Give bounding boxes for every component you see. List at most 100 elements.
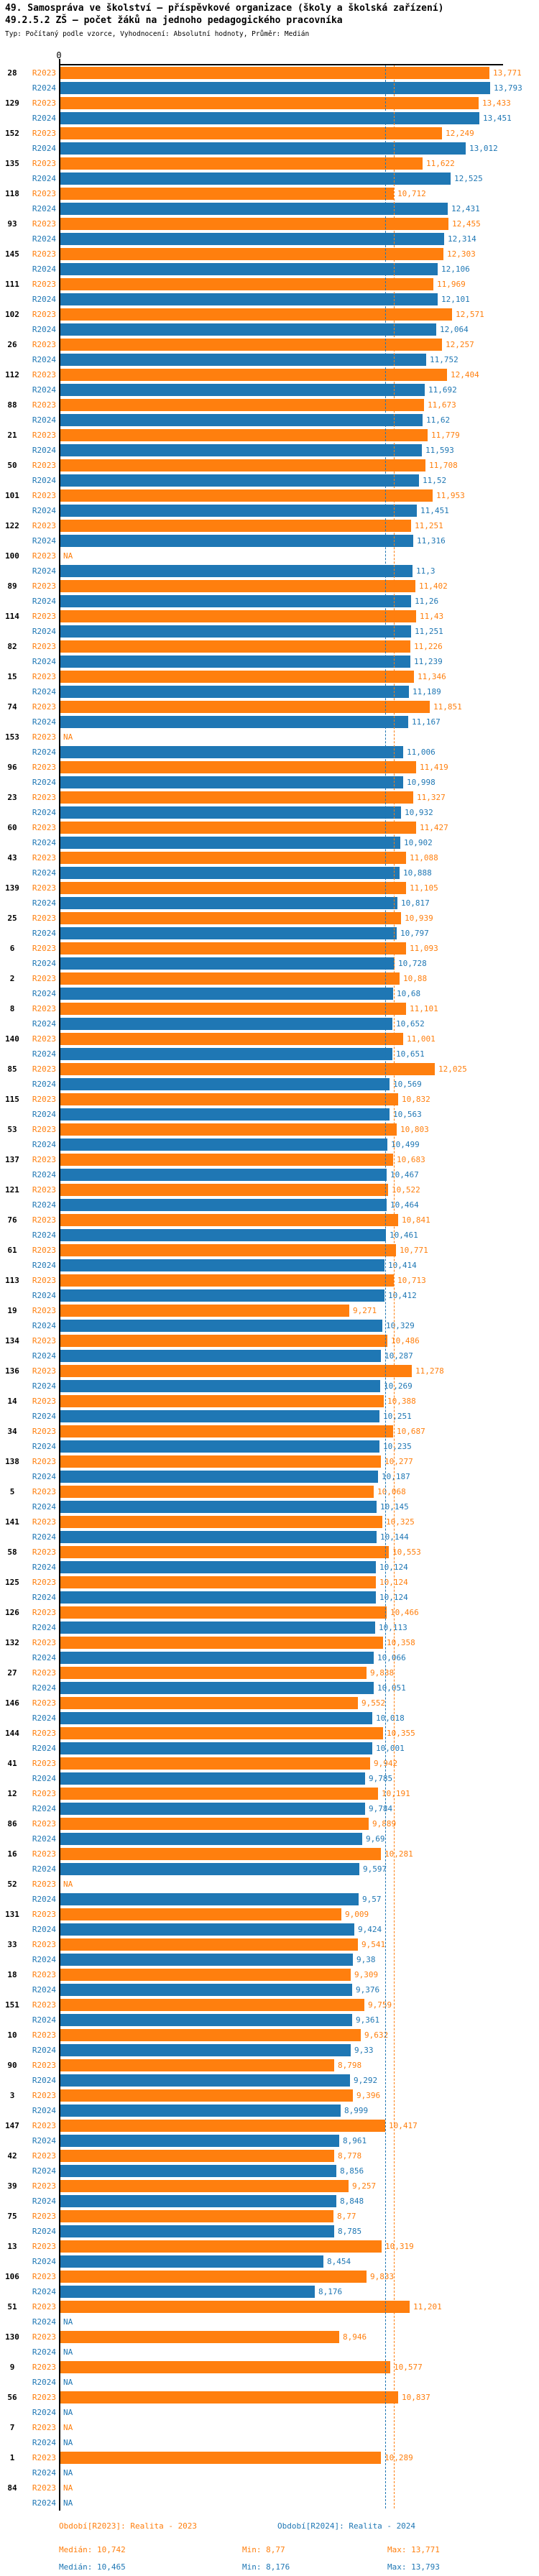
series-label-r2024: R2024	[32, 2317, 56, 2327]
value-label-r2023: NA	[63, 1880, 73, 1889]
value-label-r2024: 9,38	[356, 1955, 376, 1964]
bar-r2024	[60, 595, 411, 607]
value-label-r2023: 9,889	[372, 1819, 397, 1828]
category-label: 84	[7, 2483, 17, 2493]
value-label-r2023: 12,404	[451, 370, 479, 380]
value-label-r2023: 10,325	[386, 1517, 415, 1527]
series-label-r2024: R2024	[32, 1744, 56, 1753]
bar-r2023	[60, 2180, 349, 2192]
value-label-r2023: 12,455	[452, 219, 481, 229]
category-label: 122	[5, 521, 19, 530]
value-label-r2023: 11,708	[429, 461, 458, 470]
category-label: 140	[5, 1034, 19, 1044]
value-label-r2023: 10,388	[387, 1397, 416, 1406]
category-label: 15	[7, 672, 17, 681]
category-label: 16	[7, 1849, 17, 1859]
category-label: 132	[5, 1638, 19, 1647]
bar-r2024	[60, 2135, 339, 2147]
series-label-r2024: R2024	[32, 2438, 56, 2447]
x-axis-zero-label: 0	[56, 50, 62, 60]
bar-r2023	[60, 610, 416, 622]
series-label-r2023: R2023	[32, 1276, 56, 1285]
value-label-r2023: 11,251	[415, 521, 443, 530]
value-label-r2024: 10,269	[384, 1381, 413, 1391]
category-label: 102	[5, 310, 19, 319]
bar-r2023	[60, 157, 423, 170]
bar-r2024	[60, 1199, 387, 1211]
bar-r2023	[60, 1606, 387, 1619]
series-label-r2023: R2023	[32, 1427, 56, 1436]
bar-r2024	[60, 2104, 341, 2117]
category-label: 138	[5, 1457, 19, 1466]
series-label-r2024: R2024	[32, 1985, 56, 1995]
bar-r2023	[60, 1093, 398, 1105]
series-label-r2024: R2024	[32, 506, 56, 515]
category-label: 74	[7, 702, 17, 712]
value-label-r2023: NA	[63, 551, 73, 561]
stat-min-r2024: Min: 8,176	[242, 2562, 290, 2572]
value-label-r2024: 8,961	[343, 2136, 367, 2145]
category-label: 115	[5, 1095, 19, 1104]
series-label-r2023: R2023	[32, 1819, 56, 1828]
category-label: 100	[5, 551, 19, 561]
value-label-r2024: 12,064	[440, 325, 469, 334]
stat-max-r2024: Max: 13,793	[387, 2562, 440, 2572]
bar-r2023	[60, 1425, 393, 1438]
bar-r2024	[60, 927, 397, 939]
value-label-r2024: 13,793	[494, 83, 522, 93]
category-label: 3	[9, 2091, 15, 2100]
bar-r2023	[60, 339, 442, 351]
bar-r2023	[60, 520, 411, 532]
legend-r2023: Období[R2023]: Realita - 2023	[59, 2521, 198, 2531]
value-label-r2023: 10,553	[392, 1547, 421, 1557]
series-label-r2023: R2023	[32, 189, 56, 198]
bar-r2023	[60, 1727, 383, 1739]
chart-title-line1: 49. Samospráva ve školství – příspěvkové…	[5, 3, 444, 14]
series-label-r2023: R2023	[32, 702, 56, 712]
series-label-r2024: R2024	[32, 2468, 56, 2478]
value-label-r2023: 8,946	[343, 2332, 367, 2342]
bar-r2024	[60, 1863, 359, 1875]
series-label-r2024: R2024	[32, 2227, 56, 2236]
bar-r2024	[60, 535, 413, 547]
value-label-r2024: 8,848	[340, 2196, 364, 2206]
stat-max-r2023: Max: 13,771	[387, 2545, 440, 2554]
bar-r2023	[60, 278, 433, 290]
bar-r2023	[60, 2361, 390, 2373]
value-label-r2024: 10,287	[384, 1351, 413, 1361]
bar-r2024	[60, 1712, 372, 1724]
series-label-r2023: R2023	[32, 1970, 56, 1979]
value-label-r2024: 10,817	[401, 898, 430, 908]
category-label: 1	[9, 2453, 15, 2462]
category-label: 93	[7, 219, 17, 229]
stat-median-r2023: Medián: 10,742	[59, 2545, 126, 2554]
value-label-r2024: 9,785	[369, 1774, 393, 1783]
category-label: 153	[5, 732, 19, 742]
series-label-r2024: R2024	[32, 355, 56, 364]
series-label-r2024: R2024	[32, 2136, 56, 2145]
value-label-r2024: 10,467	[390, 1170, 419, 1179]
series-label-r2023: R2023	[32, 159, 56, 168]
bar-r2023	[60, 822, 416, 834]
bar-r2024	[60, 837, 400, 849]
value-label-r2023: 11,105	[410, 883, 438, 893]
value-label-r2023: 11,101	[410, 1004, 438, 1013]
value-label-r2024: 10,235	[383, 1442, 412, 1451]
series-label-r2024: R2024	[32, 476, 56, 485]
series-label-r2023: R2023	[32, 944, 56, 953]
category-label: 112	[5, 370, 19, 380]
value-label-r2024: 11,62	[426, 415, 451, 425]
series-label-r2023: R2023	[32, 1547, 56, 1557]
category-label: 75	[7, 2212, 17, 2221]
value-label-r2023: 8,77	[337, 2212, 356, 2221]
bar-r2023	[60, 399, 424, 411]
category-label: 121	[5, 1185, 19, 1195]
category-label: 85	[7, 1064, 17, 1074]
series-label-r2023: R2023	[32, 612, 56, 621]
value-label-r2024: 9,597	[363, 1864, 387, 1874]
bar-r2023	[60, 701, 430, 713]
series-label-r2023: R2023	[32, 2242, 56, 2251]
value-label-r2023: 11,226	[414, 642, 443, 651]
series-label-r2023: R2023	[32, 2212, 56, 2221]
legend-r2024: Období[R2024]: Realita - 2024	[277, 2521, 416, 2531]
